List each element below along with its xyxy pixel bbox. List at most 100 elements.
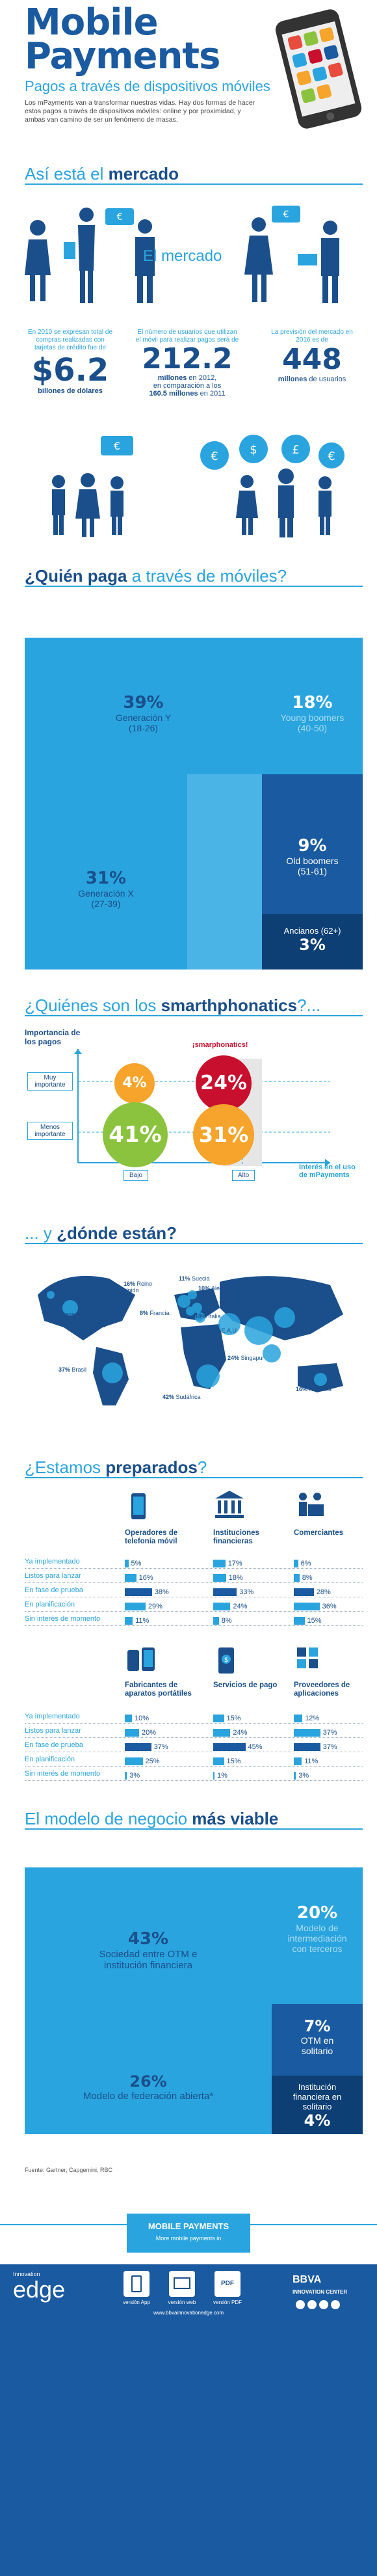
- readiness-row: En fase de prueba 37% 45% 37%: [25, 1739, 363, 1753]
- block-open-federation: 26% Modelo de federación abierta*: [25, 2043, 272, 2134]
- readiness-value: 38%: [154, 1588, 169, 1596]
- block-old-boomers: 9% Old boomers (51-61): [262, 774, 363, 914]
- social-icons[interactable]: [295, 2298, 347, 2311]
- label-singapore: 24% Singapur: [228, 1355, 265, 1361]
- apps-icon: [297, 1647, 318, 1668]
- svg-text:€: €: [211, 450, 218, 463]
- section-ready-title: ¿Estamos preparados?: [25, 1457, 207, 1477]
- readiness-value: 33%: [239, 1588, 254, 1596]
- readiness-bar: [294, 1728, 320, 1737]
- app-version-label[interactable]: versión App: [123, 2299, 150, 2305]
- col-title-makers: Fabricantes de aparatos portátiles: [125, 1681, 192, 1698]
- block-generation-x: 31% Generación X (27-39): [25, 810, 187, 969]
- readiness-bar: [125, 1757, 143, 1765]
- readiness-bar: [125, 1771, 127, 1780]
- families-illustration: € € $ £ €: [52, 435, 344, 537]
- bbva-logo[interactable]: BBVA: [292, 2274, 322, 2285]
- brand-edge[interactable]: edge: [13, 2276, 66, 2303]
- readiness-row: En planificación 25% 15% 11%: [25, 1753, 363, 1767]
- label-brazil: 37% Brasil: [58, 1366, 87, 1373]
- label-usa: 20% EE.UU: [75, 1322, 107, 1329]
- readiness-bar: [213, 1616, 219, 1625]
- readiness-bar: [125, 1714, 132, 1722]
- readiness-bar: [125, 1573, 136, 1582]
- col-title-payment: Servicios de pago: [213, 1681, 278, 1689]
- section-where-title: ... y ¿dónde están?: [25, 1223, 177, 1243]
- readiness-value: 37%: [153, 1742, 168, 1751]
- readiness-value: 11%: [304, 1757, 318, 1765]
- readiness-row: Ya implementado 10% 15% 12%: [25, 1710, 363, 1724]
- web-version-icon[interactable]: [169, 2271, 195, 2297]
- readiness-row-label: En fase de prueba: [25, 1741, 83, 1749]
- pdf-version-label[interactable]: versión PDF: [213, 2299, 242, 2305]
- readiness-row-label: En planificación: [25, 1756, 75, 1763]
- block-financial-alone: Institución financiera en solitario 4%: [272, 2076, 363, 2134]
- section-smart-title: ¿Quiénes son los smarthphonatics?...: [25, 996, 321, 1015]
- readiness-bar: [125, 1588, 152, 1596]
- label-uk: 16% Reino Unido: [124, 1281, 153, 1294]
- block-young-boomers: 18% Young boomers (40-50): [262, 638, 363, 774]
- title-line2: Payments: [25, 35, 220, 77]
- section-model-title: El modelo de negocio más viable: [25, 1809, 279, 1828]
- label-sweden: 11% Suecia: [179, 1275, 210, 1282]
- readiness-bar: [294, 1771, 296, 1780]
- readiness-bar: [294, 1714, 303, 1722]
- circle-high-high: 24%: [196, 1055, 252, 1111]
- bank-icon: [215, 1491, 244, 1518]
- readiness-bar: [213, 1728, 231, 1737]
- divider: [25, 586, 363, 587]
- readiness-row: Listos para lanzar 20% 24% 37%: [25, 1724, 363, 1739]
- col-title-merchants: Comerciantes: [294, 1529, 344, 1537]
- readiness-value: 17%: [228, 1559, 242, 1567]
- app-version-icon[interactable]: [124, 2271, 150, 2297]
- readiness-value: 10%: [135, 1714, 150, 1722]
- readiness-value: 15%: [307, 1616, 322, 1625]
- readiness-bar: [125, 1728, 139, 1737]
- readiness-value: 45%: [248, 1742, 263, 1751]
- readiness-bar: [213, 1742, 246, 1751]
- readiness-bar: [125, 1742, 151, 1751]
- readiness-row-label: Sin interés de momento: [25, 1615, 101, 1623]
- readiness-row: En fase de prueba 38% 33% 28%: [25, 1584, 363, 1598]
- readiness-value: 11%: [135, 1616, 150, 1625]
- readiness-value: 15%: [226, 1714, 241, 1722]
- label-india: 60% India: [280, 1327, 306, 1334]
- payment-service-icon: $: [218, 1647, 234, 1674]
- svg-text:£: £: [292, 443, 299, 457]
- readiness-value: 12%: [305, 1714, 320, 1722]
- readiness-row-label: En planificación: [25, 1601, 75, 1608]
- readiness-value: 29%: [148, 1602, 162, 1610]
- readiness-bar: [294, 1559, 298, 1567]
- readiness-value: 36%: [322, 1602, 337, 1610]
- block-otm-alone: 7% OTM en solitario: [272, 2004, 363, 2076]
- source-text: Fuente: Gartner, Capgemini, RBC: [25, 2167, 113, 2173]
- footer-banner: MOBILE PAYMENTS More mobile payments in: [127, 2214, 250, 2253]
- divider: [25, 1477, 363, 1478]
- ready-bottom-table: Ya implementado 10% 15% 12% Listos para lanz…: [25, 1710, 363, 1782]
- readiness-bar: [294, 1616, 305, 1625]
- divider: [25, 1828, 363, 1830]
- block-generation-x-extension: [187, 774, 262, 969]
- readiness-value: 24%: [233, 1602, 248, 1610]
- readiness-value: 8%: [302, 1573, 313, 1582]
- title-line1: Mobile: [25, 1, 159, 44]
- readiness-row-label: Ya implementado: [25, 1713, 80, 1720]
- intro-text: Los mPayments van a transformar nuestras…: [25, 99, 255, 124]
- label-france: 8% Francia: [140, 1310, 170, 1316]
- readiness-row: Sin interés de momento 11% 8% 15%: [25, 1612, 363, 1627]
- readiness-row: En planificación 29% 24% 36%: [25, 1598, 363, 1612]
- x-high-label: Alto: [232, 1170, 255, 1181]
- merchant-icon: [299, 1493, 324, 1516]
- section-market-title: Así está el mercado: [25, 164, 179, 183]
- innovation-center: INNOVATION CENTER: [292, 2289, 348, 2295]
- web-version-label[interactable]: versión web: [168, 2299, 196, 2305]
- col-title-operators: Operadores de telefonía móvil: [125, 1529, 178, 1545]
- pdf-version-icon[interactable]: PDF: [214, 2271, 240, 2297]
- svg-text:€: €: [328, 450, 335, 463]
- brand-small: Innovation: [13, 2271, 40, 2277]
- readiness-value: 5%: [131, 1559, 142, 1567]
- x-axis-label: Interés en el uso de mPayments: [299, 1163, 356, 1179]
- readiness-value: 3%: [298, 1771, 309, 1780]
- footer-url[interactable]: www.bbvainnovationedge.com: [153, 2310, 224, 2316]
- readiness-bar: [294, 1588, 314, 1596]
